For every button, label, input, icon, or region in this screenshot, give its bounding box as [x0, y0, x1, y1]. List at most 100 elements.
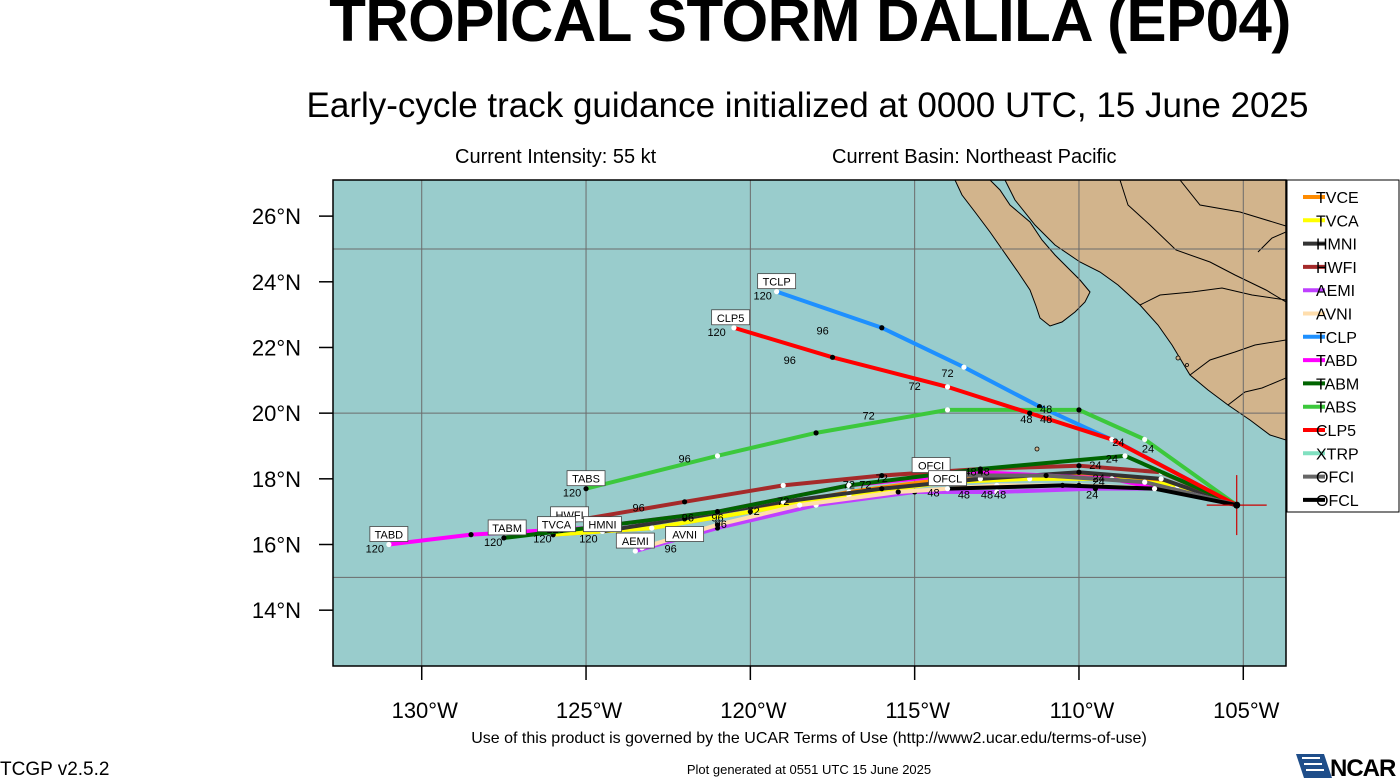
lat-tick-label: 18°N: [252, 467, 301, 492]
page-title: TROPICAL STORM DALILA (EP04): [329, 0, 1291, 54]
lat-tick-label: 24°N: [252, 270, 301, 295]
hour-label: 72: [863, 411, 875, 423]
legend: TVCE TVCA HMNI HWFI AEMI AVNI TCLP TABD TABM TABS…: [1286, 179, 1400, 513]
track-point-tclp: [879, 325, 885, 331]
hour-label: 72: [748, 506, 760, 518]
legend-item-tabm: TABM: [1303, 376, 1359, 393]
hour-label: 72: [909, 381, 921, 393]
legend-item-ofci: OFCI: [1303, 470, 1354, 487]
land-baja-california: [954, 180, 1091, 327]
model-label-hour: 120: [707, 327, 725, 339]
track-point-tvca: [747, 509, 753, 515]
lat-tick-label: 22°N: [252, 335, 301, 360]
legend-item-aemi: AEMI: [1303, 283, 1355, 300]
legend-label: HMNI: [1316, 237, 1357, 254]
hour-label: 24: [1086, 490, 1098, 502]
lat-tick-label: 26°N: [252, 204, 301, 229]
track-point-avni: [714, 522, 721, 528]
current-basin: Current Basin: Northeast Pacific: [832, 146, 1117, 168]
lon-tick-label: 125°W: [556, 698, 623, 723]
legend-item-hwfi: HWFI: [1303, 260, 1357, 277]
hour-label: 72: [843, 480, 855, 492]
hour-label: 48: [1040, 404, 1052, 416]
hour-label: 96: [715, 519, 727, 531]
legend-label: TVCA: [1316, 213, 1359, 230]
track-point-tabd: [386, 541, 392, 548]
model-label-hour: 96: [664, 544, 676, 556]
legend-item-clp5: CLP5: [1303, 423, 1356, 440]
track-point-ofcl: [1151, 486, 1158, 492]
track-point-tvca: [649, 525, 655, 531]
track-point-tclp: [961, 364, 967, 370]
hour-label: 96: [817, 325, 829, 337]
lon-tick-label: 120°W: [720, 698, 787, 723]
track-point-tabm: [977, 466, 983, 472]
track-point-tabs: [714, 453, 721, 459]
legend-label: AVNI: [1316, 307, 1352, 324]
legend-label: TABM: [1316, 376, 1359, 393]
generated-timestamp: Plot generated at 0551 UTC 15 June 2025: [686, 762, 932, 777]
lat-tick-label: 20°N: [252, 401, 301, 426]
legend-item-xtrp: XTRP: [1303, 446, 1359, 463]
legend-label: TCLP: [1316, 330, 1357, 347]
track-point-hmni: [879, 486, 885, 492]
track-point-ofci: [1142, 479, 1148, 485]
track-point-tabm: [1122, 453, 1128, 459]
hour-label: 24: [1112, 437, 1124, 449]
model-label-text: HMNI: [588, 520, 616, 532]
legend-label: TVCE: [1316, 190, 1359, 207]
model-label-box: [487, 519, 527, 536]
track-ofci: [929, 473, 1239, 508]
legend-item-hmni: HMNI: [1303, 237, 1357, 254]
model-label-box: [369, 526, 409, 542]
ncar-logo-text: NCAR: [1330, 755, 1396, 782]
page-subtitle: Early-cycle track guidance initialized a…: [306, 86, 1309, 125]
track-point-ofcl: [1059, 482, 1066, 488]
model-label-box: [583, 516, 622, 533]
track-point-hwfi: [780, 482, 786, 488]
track-point-hmni: [1076, 469, 1082, 475]
track-point-ofcl: [944, 486, 951, 492]
model-label-hmni: HMNI 120: [579, 516, 622, 546]
hour-label: 72: [859, 480, 871, 492]
hour-label: 72: [777, 496, 789, 508]
track-point-hmni: [1158, 476, 1164, 482]
track-point-avni: [895, 489, 901, 495]
land-mexico-mainland: [1004, 180, 1286, 441]
lat-tick-label: 16°N: [252, 533, 301, 558]
legend-label: OFCI: [1316, 470, 1354, 487]
track-point-tabm: [846, 482, 852, 488]
current-position-marker: [1206, 475, 1267, 536]
legend-item-tvce: TVCE: [1303, 190, 1359, 207]
state-borders: [1119, 180, 1286, 406]
hour-label: 24: [1106, 453, 1118, 465]
model-label-tclp: TCLP 120: [753, 273, 797, 303]
track-point-ofci: [1043, 472, 1049, 479]
model-label-clp5: CLP5 120: [707, 309, 751, 339]
plot-frame: [332, 179, 1287, 667]
legend-item-ofcl: OFCL: [1303, 493, 1359, 510]
lat-tick-label: 14°N: [252, 598, 301, 623]
legend-label: OFCL: [1316, 493, 1359, 510]
model-label-hour: 120: [753, 291, 771, 303]
model-label-hour: 120: [366, 544, 384, 556]
track-point-clp5: [1109, 436, 1115, 443]
ncar-logo-icon: [1296, 754, 1332, 778]
track-point-tabs: [813, 430, 819, 436]
model-label-box: [928, 470, 967, 487]
legend-label: HWFI: [1316, 260, 1357, 277]
legend-item-tvca: TVCA: [1303, 213, 1359, 230]
track-point-hwfi: [682, 499, 688, 505]
track-point-tabs: [583, 486, 589, 492]
model-label-text: OFCL: [933, 474, 962, 486]
track-clp5: [731, 325, 1239, 508]
track-point-tabd: [468, 532, 474, 538]
model-label-box: [757, 273, 797, 290]
model-label-hour: 120: [484, 537, 502, 549]
model-end-labels: TCLP120CLP5120TABS120TABD120TABM120HWFI1…: [366, 273, 967, 556]
legend-label: XTRP: [1316, 446, 1359, 463]
model-label-hour: 48: [927, 488, 939, 500]
current-intensity: Current Intensity: 55 kt: [455, 146, 657, 168]
hour-label: 48: [964, 467, 976, 479]
